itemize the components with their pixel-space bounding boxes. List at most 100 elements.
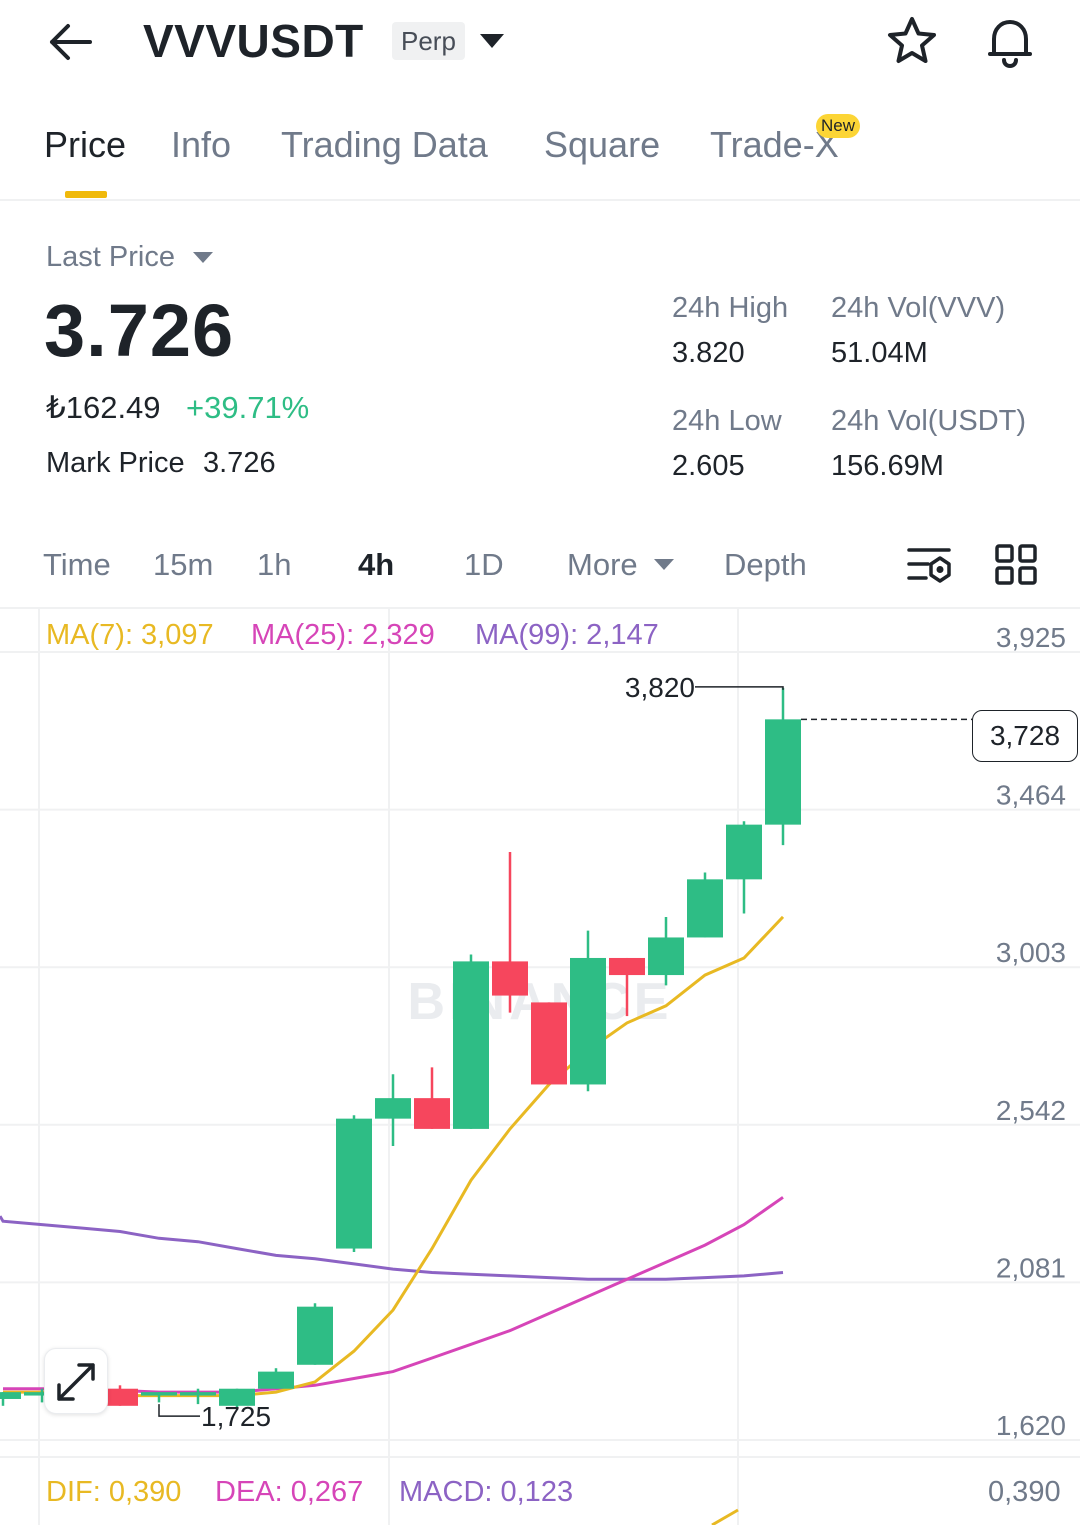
- interval-time[interactable]: Time: [43, 547, 111, 582]
- top-bar: VVVUSDT Perp: [0, 0, 1080, 90]
- divider: [0, 199, 1080, 201]
- candle-body: [297, 1306, 333, 1365]
- fiat-price: ₺162.49: [46, 390, 161, 425]
- candle-body: [414, 1098, 450, 1129]
- candle: [765, 687, 801, 846]
- candle-body: [765, 719, 801, 825]
- candle-body: [687, 879, 723, 938]
- 24h-vol-quote-value: 156.69M: [831, 450, 944, 482]
- last-price-label[interactable]: Last Price: [46, 241, 175, 273]
- dif-legend: DIF: 0,390: [46, 1476, 182, 1508]
- ma99-line: [0, 1215, 784, 1281]
- y-axis-label: 3,925: [996, 622, 1066, 653]
- ma7-legend: MA(7): 3,097: [46, 619, 214, 651]
- y-axis-label: 2,081: [996, 1252, 1066, 1283]
- ma25-line: [3, 1196, 784, 1394]
- price-change-percent: +39.71%: [186, 390, 310, 425]
- symbol-title[interactable]: VVVUSDT: [143, 15, 364, 67]
- candle: [375, 1074, 411, 1146]
- candle-body: [219, 1388, 255, 1406]
- interval-more[interactable]: More: [567, 547, 638, 582]
- candle-body: [375, 1098, 411, 1119]
- candle-body: [609, 957, 645, 976]
- candle-body: [258, 1371, 294, 1389]
- chart-settings-icon[interactable]: [906, 544, 952, 586]
- tab-trading-data[interactable]: Trading Data: [281, 124, 488, 165]
- contract-type-badge: Perp: [392, 22, 465, 60]
- candle: [492, 851, 528, 1013]
- candle: [141, 1392, 177, 1403]
- y-axis-label: 3,003: [996, 937, 1066, 968]
- candle: [180, 1388, 216, 1405]
- candle: [570, 930, 606, 1092]
- 24h-low-label: 24h Low: [672, 405, 782, 437]
- 24h-high-label: 24h High: [672, 292, 789, 324]
- dea-legend: DEA: 0,267: [215, 1476, 364, 1508]
- macd-pane: [711, 1508, 739, 1525]
- dif-line: [711, 1508, 739, 1525]
- candle: [0, 1392, 21, 1406]
- candle: [726, 821, 762, 914]
- 24h-high-value: 3.820: [672, 337, 745, 369]
- candle: [687, 872, 723, 938]
- grid-layout-icon[interactable]: [994, 544, 1038, 586]
- active-tab-indicator: [65, 191, 107, 198]
- candle: [24, 1388, 60, 1403]
- candle-body: [726, 824, 762, 880]
- low-annotation: 1,725: [201, 1401, 271, 1432]
- candle: [102, 1385, 138, 1406]
- candle-body: [102, 1388, 138, 1406]
- candle: [258, 1368, 294, 1389]
- tab-info[interactable]: Info: [171, 124, 232, 165]
- high-annotation: 3,820: [625, 672, 695, 703]
- annotations: 3,820 1,725: [158, 672, 972, 1432]
- interval-4h[interactable]: 4h: [358, 547, 395, 582]
- mark-price-label: Mark Price: [46, 447, 185, 479]
- y-axis-label: 1,620: [996, 1410, 1066, 1441]
- high-leader-line: [695, 686, 784, 690]
- 24h-vol-quote-label: 24h Vol(USDT): [831, 405, 1027, 437]
- candle: [453, 954, 489, 1129]
- candle: [336, 1115, 372, 1252]
- y-axis-label: 2,542: [996, 1095, 1066, 1126]
- 24h-vol-base-label: 24h Vol(VVV): [831, 292, 1006, 324]
- candle: [414, 1067, 450, 1129]
- candle-body: [570, 957, 606, 1085]
- candle: [219, 1388, 255, 1410]
- tab-square[interactable]: Square: [544, 124, 661, 165]
- mark-price-value: 3.726: [203, 447, 276, 479]
- star-icon[interactable]: [885, 14, 939, 68]
- tab-price[interactable]: Price: [44, 124, 127, 165]
- macd-legend: MACD: 0,123: [399, 1476, 574, 1508]
- new-badge: New: [816, 114, 861, 138]
- ma99-legend: MA(99): 2,147: [475, 619, 659, 651]
- 24h-vol-base-value: 51.04M: [831, 337, 928, 369]
- depth-tab[interactable]: Depth: [724, 547, 807, 582]
- candle: [297, 1303, 333, 1365]
- 24h-low-value: 2.605: [672, 450, 745, 482]
- caret-down-icon[interactable]: [193, 252, 213, 263]
- candle-body: [453, 961, 489, 1129]
- caret-down-icon[interactable]: [480, 34, 504, 48]
- fullscreen-button[interactable]: [44, 1348, 108, 1414]
- candle-body: [0, 1392, 21, 1399]
- candle: [648, 916, 684, 986]
- current-price-tag: 3,728: [972, 710, 1078, 762]
- caret-down-icon[interactable]: [654, 559, 674, 570]
- bell-icon[interactable]: [982, 14, 1038, 70]
- interval-1d[interactable]: 1D: [464, 547, 504, 582]
- candle-body: [336, 1118, 372, 1249]
- expand-icon: [57, 1363, 95, 1401]
- candle-body: [531, 1002, 567, 1085]
- last-price-value: 3.726: [44, 289, 235, 372]
- candle-body: [492, 961, 528, 996]
- macd-axis-value: 0,390: [988, 1476, 1061, 1508]
- low-leader-line: [158, 1404, 200, 1417]
- interval-15m[interactable]: 15m: [153, 547, 214, 582]
- candle-body: [648, 937, 684, 976]
- y-axis: 3,925 3,464 3,003 2,542 2,081 1,620: [996, 622, 1066, 1441]
- back-arrow-icon[interactable]: [44, 18, 96, 66]
- candle-body: [24, 1392, 60, 1396]
- interval-1h[interactable]: 1h: [257, 547, 292, 582]
